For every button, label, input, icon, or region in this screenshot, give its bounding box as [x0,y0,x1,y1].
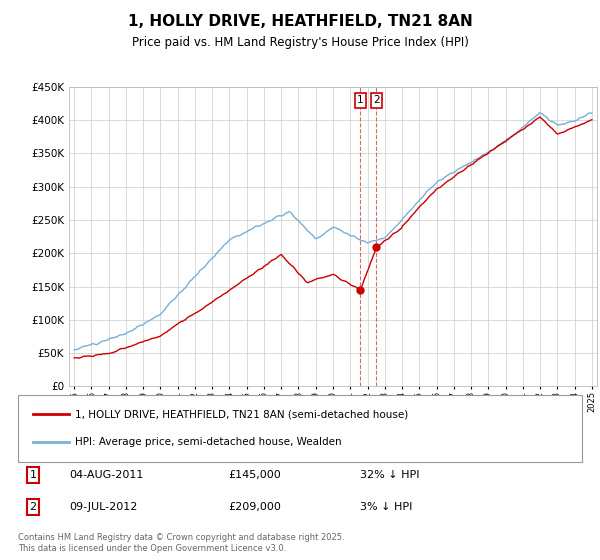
Text: 1, HOLLY DRIVE, HEATHFIELD, TN21 8AN: 1, HOLLY DRIVE, HEATHFIELD, TN21 8AN [128,14,472,29]
Text: 1: 1 [357,95,364,105]
Text: 1, HOLLY DRIVE, HEATHFIELD, TN21 8AN (semi-detached house): 1, HOLLY DRIVE, HEATHFIELD, TN21 8AN (se… [75,409,408,419]
Text: HPI: Average price, semi-detached house, Wealden: HPI: Average price, semi-detached house,… [75,437,341,447]
Text: 32% ↓ HPI: 32% ↓ HPI [360,470,419,480]
Text: 2: 2 [373,95,380,105]
Text: 09-JUL-2012: 09-JUL-2012 [69,502,137,512]
Text: 1: 1 [29,470,37,480]
Text: £209,000: £209,000 [228,502,281,512]
Text: Price paid vs. HM Land Registry's House Price Index (HPI): Price paid vs. HM Land Registry's House … [131,36,469,49]
Text: 04-AUG-2011: 04-AUG-2011 [69,470,143,480]
Text: 3% ↓ HPI: 3% ↓ HPI [360,502,412,512]
Text: £145,000: £145,000 [228,470,281,480]
Text: Contains HM Land Registry data © Crown copyright and database right 2025.
This d: Contains HM Land Registry data © Crown c… [18,533,344,553]
Text: 2: 2 [29,502,37,512]
